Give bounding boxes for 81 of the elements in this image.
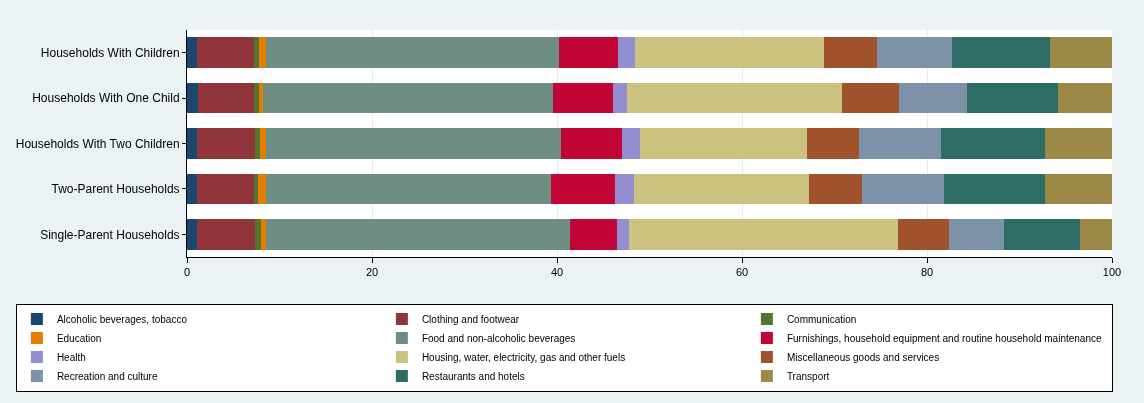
bar: [187, 173, 198, 205]
legend-label: Food and non-alcoholic beverages: [421, 333, 576, 344]
bar: [808, 173, 863, 205]
y-tick-label: Two-Parent Households: [51, 182, 180, 197]
bar: [265, 37, 559, 68]
bar: [824, 37, 878, 68]
legend-label: Health: [56, 352, 86, 363]
y-tick-label: Households With One Child: [32, 91, 180, 106]
bar: [259, 37, 266, 68]
bar: [1003, 219, 1080, 250]
bar: [262, 82, 554, 114]
bar: [260, 128, 266, 159]
bar: [197, 128, 256, 159]
bar: [265, 173, 551, 205]
bar: [265, 128, 561, 159]
bar: [569, 219, 618, 250]
bar: [197, 219, 255, 250]
bar: [634, 37, 825, 68]
legend-label: Transport: [786, 371, 830, 382]
bar: [187, 82, 199, 114]
bar: [255, 128, 261, 159]
legend-label: Housing, water, electricity, gas and other fuels: [421, 352, 626, 363]
y-tick-label: Single-Parent Households: [40, 227, 180, 242]
bar: [899, 82, 967, 114]
bar: [258, 173, 266, 205]
x-tick-label: 0: [183, 266, 191, 279]
x-tick-label: 100: [1102, 266, 1122, 279]
bar: [187, 128, 198, 159]
bar: [187, 219, 198, 250]
bar: [612, 82, 628, 114]
bar: [1058, 82, 1112, 114]
bar: [265, 219, 570, 250]
bar: [560, 128, 622, 159]
bar: [259, 82, 263, 114]
y-tick-label: Households With Two Children: [15, 136, 180, 151]
legend-label: Furnishings, household equipment and routine household maintenance: [786, 333, 1102, 344]
bar: [940, 128, 1046, 159]
legend-label: Alcoholic beverages, tobacco: [56, 314, 188, 325]
bar: [1079, 219, 1112, 250]
legend-label: Education: [56, 333, 102, 344]
bar: [197, 173, 254, 205]
bar: [187, 37, 198, 68]
bar: [640, 128, 807, 159]
bar: [1045, 173, 1112, 205]
x-tick-label: 80: [920, 266, 934, 279]
bar: [1050, 37, 1112, 68]
bar: [877, 37, 952, 68]
bar: [633, 173, 809, 205]
bar: [253, 37, 260, 68]
bar: [618, 37, 635, 68]
bar: [197, 37, 254, 68]
bar: [261, 219, 266, 250]
x-tick-label: 60: [735, 266, 749, 279]
bar: [949, 219, 1004, 250]
legend-label: Restaurants and hotels: [421, 371, 525, 382]
bar: [629, 219, 899, 250]
legend-label: Clothing and footwear: [421, 314, 520, 325]
x-tick-label: 20: [365, 266, 379, 279]
x-tick-label: 40: [550, 266, 564, 279]
bar: [858, 128, 941, 159]
bar: [943, 173, 1046, 205]
bar: [841, 82, 900, 114]
bar: [621, 128, 641, 159]
legend-label: Miscellaneous goods and services: [786, 352, 940, 363]
bar: [198, 82, 254, 114]
bar: [1045, 128, 1112, 159]
bar: [862, 173, 944, 205]
bar: [615, 173, 634, 205]
bar: [951, 37, 1051, 68]
bar: [966, 82, 1059, 114]
y-tick-label: Households With Children: [40, 45, 180, 60]
legend-label: Recreation and culture: [56, 371, 158, 382]
bar: [617, 219, 630, 250]
bar: [898, 219, 950, 250]
bar: [550, 173, 616, 205]
bar: [254, 219, 261, 250]
bar: [627, 82, 842, 114]
legend-label: Communication: [786, 314, 857, 325]
bar: [553, 82, 613, 114]
bar: [558, 37, 619, 68]
bar: [806, 128, 859, 159]
